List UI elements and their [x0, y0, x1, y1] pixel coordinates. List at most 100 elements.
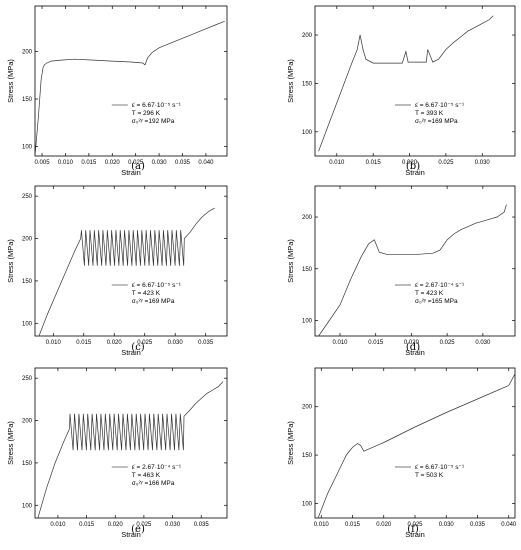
y-axis-title: Stress (MPa) — [286, 59, 295, 103]
x-tick-label: 0.025 — [136, 522, 152, 528]
x-axis-title: Strain — [121, 530, 141, 539]
x-tick-label: 0.025 — [407, 522, 423, 528]
stress-strain-curve — [317, 373, 515, 518]
y-tick-label: 100 — [22, 145, 33, 151]
panel-a: 0.005 0.010 0.015 0.020 0.025 0.030 0.035 0.040… — [6, 5, 228, 177]
x-tick-label: 0.035 — [470, 522, 486, 528]
stress-strain-curve — [37, 381, 224, 518]
legend-text: σ₀²ʸ =192 MPa — [132, 118, 175, 125]
panel-label: (b) — [406, 161, 420, 172]
legend-text: T = 463 K — [132, 472, 161, 479]
y-tick-label: 250 — [22, 376, 33, 382]
stress-strain-curve — [318, 15, 494, 152]
y-tick-label: 150 — [22, 461, 33, 467]
x-tick-label: 0.020 — [105, 160, 121, 166]
legend-text: σ₀²ʸ =165 MPa — [415, 298, 458, 305]
legend-text: ε̇ = 6.67·10⁻⁵ s⁻¹ — [415, 102, 465, 109]
y-axis-title: Stress (MPa) — [286, 421, 295, 465]
x-tick-label: 0.020 — [108, 522, 124, 528]
x-axis-title: Strain — [405, 530, 425, 539]
plot-frame — [34, 185, 228, 337]
x-tick-label: 0.015 — [81, 160, 97, 166]
legend-text: ε̇ = 2.67·10⁻⁴ s⁻¹ — [132, 464, 182, 471]
legend-text: σ₀²ʸ =169 MPa — [132, 298, 175, 305]
x-tick-label: 0.025 — [440, 340, 456, 346]
legend-text: T = 423 K — [132, 290, 161, 297]
x-tick-label: 0.030 — [475, 160, 491, 166]
x-tick-label: 0.030 — [439, 522, 455, 528]
x-tick-label: 0.040 — [501, 522, 517, 528]
x-tick-label: 0.015 — [79, 522, 95, 528]
legend-text: ε̇ = 6.67·10⁻⁵ s⁻¹ — [132, 282, 182, 289]
panel-d: 0.010 0.015 0.020 0.025 0.030 100 150 200 Strain… — [286, 185, 516, 357]
y-tick-label: 100 — [22, 321, 33, 327]
x-tick-label: 0.025 — [438, 160, 454, 166]
x-tick-label: 0.025 — [128, 160, 144, 166]
x-tick-label: 0.010 — [46, 340, 62, 346]
y-axis-title: Stress (MPa) — [6, 59, 15, 103]
x-tick-label: 0.030 — [152, 160, 168, 166]
legend-text: T = 296 K — [132, 110, 161, 117]
stress-strain-curve — [38, 207, 215, 336]
x-tick-label: 0.040 — [198, 160, 214, 166]
x-tick-label: 0.015 — [345, 522, 361, 528]
x-tick-label: 0.010 — [50, 522, 66, 528]
y-tick-label: 200 — [22, 50, 33, 56]
panel-label: (c) — [131, 342, 145, 353]
x-tick-label: 0.010 — [329, 160, 345, 166]
legend-text: σ₀²ʸ =169 MPa — [415, 118, 458, 125]
legend-text: T = 393 K — [415, 110, 444, 117]
y-tick-label: 150 — [302, 81, 313, 87]
legend-text: ε̇ = 2.67·10⁻⁴ s⁻¹ — [415, 282, 465, 289]
panel-b: 0.010 0.015 0.020 0.025 0.030 100 150 200 Strain… — [286, 5, 516, 177]
x-tick-label: 0.010 — [314, 522, 330, 528]
y-tick-label: 200 — [302, 215, 313, 221]
x-tick-label: 0.020 — [402, 160, 418, 166]
y-tick-label: 100 — [302, 501, 313, 507]
y-tick-label: 200 — [22, 237, 33, 243]
x-tick-label: 0.005 — [35, 160, 51, 166]
panel-f: 0.010 0.015 0.020 0.025 0.030 0.035 0.040 100 15… — [286, 367, 517, 539]
y-axis-title: Stress (MPa) — [6, 239, 15, 283]
y-tick-label: 150 — [22, 279, 33, 285]
plot-frame — [314, 5, 516, 157]
x-tick-label: 0.015 — [76, 340, 92, 346]
x-tick-label: 0.030 — [168, 340, 184, 346]
y-tick-label: 200 — [302, 405, 313, 411]
y-axis-title: Stress (MPa) — [286, 239, 295, 283]
legend-text: ε̇ = 6.67·10⁻⁵ s⁻¹ — [132, 102, 182, 109]
x-tick-label: 0.035 — [194, 522, 210, 528]
x-axis-title: Strain — [121, 168, 141, 177]
panel-label: (e) — [131, 524, 145, 535]
x-axis-title: Strain — [121, 348, 141, 357]
y-tick-label: 100 — [302, 130, 313, 136]
x-tick-label: 0.035 — [198, 340, 214, 346]
x-tick-label: 0.015 — [368, 340, 384, 346]
legend-text: ε̇ = 6.67·10⁻⁵ s⁻¹ — [415, 464, 465, 471]
y-tick-label: 100 — [22, 503, 33, 509]
x-tick-label: 0.020 — [404, 340, 420, 346]
legend-text: T = 503 K — [415, 472, 444, 479]
panel-label: (f) — [407, 524, 419, 535]
y-tick-label: 200 — [22, 419, 33, 425]
y-tick-label: 200 — [302, 33, 313, 39]
x-axis-title: Strain — [405, 348, 425, 357]
plot-frame — [34, 5, 228, 157]
x-tick-label: 0.035 — [175, 160, 191, 166]
x-tick-label: 0.025 — [137, 340, 153, 346]
x-tick-label: 0.010 — [58, 160, 74, 166]
stress-strain-curve — [35, 20, 225, 156]
y-tick-label: 250 — [22, 194, 33, 200]
panel-label: (a) — [131, 161, 145, 172]
x-tick-label: 0.015 — [366, 160, 382, 166]
x-tick-label: 0.010 — [332, 340, 348, 346]
plot-frame — [314, 367, 516, 519]
y-tick-label: 150 — [302, 267, 313, 273]
y-tick-label: 100 — [302, 318, 313, 324]
panel-label: (d) — [406, 342, 420, 353]
x-tick-label: 0.020 — [107, 340, 123, 346]
panel-c: 0.010 0.015 0.020 0.025 0.030 0.035 100 150 200 2… — [6, 185, 228, 357]
legend-text: σ₀²ʸ =166 MPa — [132, 480, 175, 487]
plot-frame — [314, 185, 516, 337]
